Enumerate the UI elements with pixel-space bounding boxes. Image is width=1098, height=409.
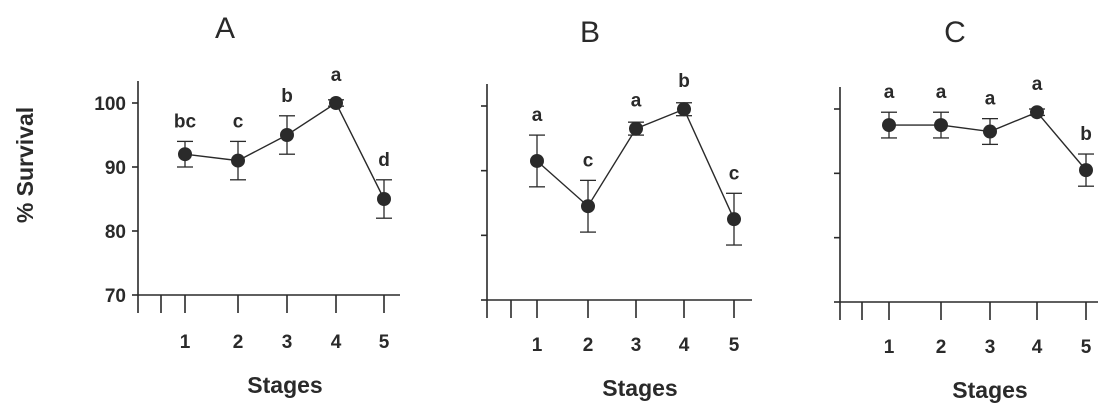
y-tick-label: 70 — [105, 286, 126, 307]
series-line — [889, 111, 1087, 171]
data-point — [882, 118, 896, 133]
significance-label: c — [233, 111, 244, 132]
data-point — [1030, 105, 1044, 120]
data-point — [1079, 163, 1093, 178]
x-tick-label: 4 — [331, 332, 342, 353]
significance-label: b — [678, 71, 690, 92]
data-point — [677, 102, 691, 117]
data-point — [178, 147, 192, 162]
x-tick-label: 3 — [282, 332, 293, 353]
y-tick-label: 100 — [94, 94, 126, 115]
x-tick-label: 1 — [532, 335, 543, 356]
significance-label: b — [1080, 124, 1092, 145]
significance-label: c — [583, 150, 594, 171]
data-point — [629, 121, 643, 136]
data-point — [581, 199, 595, 214]
significance-label: a — [936, 82, 947, 103]
data-point — [530, 153, 544, 168]
x-tick-label: 1 — [884, 337, 895, 358]
data-point — [983, 124, 997, 139]
x-tick-label: 1 — [180, 332, 191, 353]
series-line — [184, 101, 385, 200]
significance-label: a — [985, 89, 996, 110]
x-axis-label: Stages — [602, 375, 677, 401]
panel-title: A — [215, 12, 235, 45]
significance-label: a — [1032, 74, 1043, 95]
x-tick-label: 3 — [985, 337, 996, 358]
panel-title: C — [944, 16, 966, 49]
significance-label: a — [631, 91, 642, 112]
significance-label: b — [281, 86, 293, 107]
significance-label: c — [729, 163, 740, 184]
x-axis-label: Stages — [247, 372, 322, 398]
x-tick-label: 4 — [1032, 337, 1043, 358]
significance-label: a — [532, 105, 543, 126]
x-tick-label: 3 — [631, 335, 642, 356]
x-tick-label: 2 — [936, 337, 947, 358]
panel-title: B — [580, 16, 600, 49]
x-tick-label: 5 — [729, 335, 740, 356]
x-tick-label: 4 — [679, 335, 690, 356]
x-tick-label: 5 — [1081, 337, 1092, 358]
data-point — [231, 153, 245, 168]
y-tick-label: 80 — [105, 222, 126, 243]
y-axis-label: % Survival — [12, 107, 38, 223]
significance-label: a — [884, 82, 895, 103]
data-point — [934, 118, 948, 133]
significance-label: d — [378, 150, 390, 171]
data-point — [329, 96, 343, 110]
x-tick-label: 2 — [233, 332, 244, 353]
significance-label: bc — [174, 111, 197, 132]
x-axis-label: Stages — [952, 377, 1027, 403]
significance-label: a — [331, 65, 342, 86]
data-point — [727, 212, 741, 227]
x-tick-label: 5 — [379, 332, 390, 353]
y-tick-label: 90 — [105, 158, 126, 179]
x-tick-label: 2 — [583, 335, 594, 356]
data-point — [280, 128, 294, 142]
data-point — [377, 192, 391, 206]
